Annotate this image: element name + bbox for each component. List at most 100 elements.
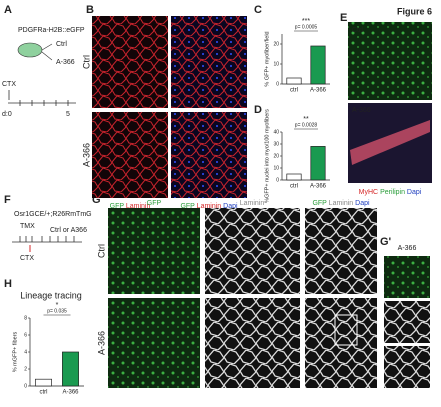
bar [35, 378, 52, 387]
inset-box [334, 314, 358, 346]
micrograph [305, 208, 377, 294]
row-label: A-366 [81, 143, 91, 167]
row-label: Ctrl [352, 27, 363, 34]
injury: CTX [2, 81, 16, 88]
legend-word: Laminin [126, 203, 151, 210]
bar [310, 45, 326, 85]
row-label: Ctrl [81, 55, 91, 69]
micrograph [92, 16, 168, 108]
y-axis-label: %GFP+ nuclei into myo/100 myofibers [264, 109, 270, 203]
y-tick-label: 0 [276, 177, 279, 183]
panel-letter: G' [380, 236, 392, 248]
bar [310, 146, 326, 181]
chart-title: Lineage tracing [20, 290, 82, 300]
y-tick-label: 2 [24, 366, 27, 372]
timeline-start: d:0 [2, 111, 12, 118]
column-headers: GFP Laminin GFP Laminin Dapi [147, 200, 370, 207]
legend-word: MyHC [359, 189, 378, 196]
legend: MyHC Perilipin Dapi [359, 189, 422, 196]
legend-word: GFP [312, 200, 327, 207]
x-tick-label: A-366 [62, 390, 79, 396]
micrograph [108, 298, 200, 388]
p-value: p= 0.0028 [295, 122, 318, 128]
y-axis-label: % mGFP+ fibers [12, 332, 18, 373]
genotype: Osr1GCE/+;R26RmTmG [14, 211, 92, 218]
row-label: Ctrl [96, 244, 106, 258]
panel-letter: F [4, 194, 11, 206]
arm: A-366 [56, 59, 75, 66]
inset-title: A-366 [398, 245, 417, 252]
y-tick-label: 4 [24, 349, 27, 355]
y-tick-label: 6 [24, 332, 27, 338]
p-value: p= 0.035 [47, 308, 67, 314]
legend-word: GFP [180, 203, 195, 210]
significance: * [56, 302, 59, 309]
micrograph [348, 22, 432, 100]
legend-word: Dapi [223, 203, 238, 210]
micrograph [384, 301, 430, 343]
legend-word: GFP [147, 200, 162, 207]
legend-word: Dapi [407, 189, 422, 196]
timeline [12, 236, 82, 243]
figure-label: Figure 6 [397, 6, 432, 16]
legend-word: GFP [110, 203, 125, 210]
micrograph [92, 112, 168, 198]
fiber [350, 120, 430, 165]
panel-letter: A [4, 4, 12, 16]
bar [62, 351, 79, 387]
y-tick-label: 0 [24, 383, 27, 389]
arrows [41, 43, 53, 61]
row-label: A-366 [352, 107, 371, 114]
legend-text: GFP Laminin Dapi [180, 203, 238, 210]
y-tick-label: 20 [273, 153, 279, 159]
y-tick-label: 10 [273, 165, 279, 171]
y-tick-label: 40 [273, 129, 279, 135]
timeline [8, 90, 76, 106]
y-tick-label: 20 [273, 41, 279, 47]
drug: TMX [20, 223, 35, 230]
arms: Ctrl or A366 [50, 227, 87, 234]
y-axis-label: % GFP+ myofiber/field [264, 31, 270, 86]
legend-text: Laminin [240, 200, 265, 207]
x-tick-label: A-366 [310, 184, 327, 190]
genotype: PDGFRa-H2B::eGFP [18, 27, 85, 34]
legend-text: MyHC Perilipin Dapi [359, 189, 422, 196]
legend: GFP Laminin [110, 203, 151, 210]
x-tick-label: ctrl [40, 390, 48, 396]
legend-word: Laminin [240, 200, 265, 207]
x-tick-label: A-366 [310, 88, 327, 94]
significance: *** [302, 18, 310, 25]
micrograph [305, 298, 377, 388]
micrograph [108, 208, 200, 294]
bar [286, 173, 302, 181]
mouse-icon [17, 42, 43, 58]
x-tick-label: ctrl [290, 88, 298, 94]
legend-text: GFP [147, 200, 162, 207]
legend-word: Laminin [197, 203, 222, 210]
panel-letter: G [92, 194, 101, 206]
legend-word: Perilipin [380, 189, 405, 196]
legend-word: Dapi [355, 200, 370, 207]
micrograph [171, 112, 247, 198]
significance: ** [303, 116, 309, 123]
legend: GFP Laminin Dapi [180, 203, 238, 210]
injury: CTX [20, 255, 34, 262]
y-tick-label: 0 [276, 81, 279, 87]
panel-letter: D [254, 104, 262, 116]
y-tick-label: 10 [273, 61, 279, 67]
panel-letter: C [254, 4, 262, 16]
micrograph [205, 298, 300, 388]
panel-letter: B [86, 4, 94, 16]
micrograph [205, 208, 300, 294]
y-tick-label: 8 [24, 315, 27, 321]
x-tick-label: ctrl [290, 184, 298, 190]
bar [286, 77, 302, 85]
timeline-end: 5 [66, 111, 70, 118]
p-value: p= 0.0005 [295, 24, 318, 30]
micrograph [171, 16, 247, 108]
micrograph [384, 256, 430, 298]
row-label: A-366 [96, 331, 106, 355]
legend-text: GFP Laminin [110, 203, 151, 210]
arm: Ctrl [56, 41, 67, 48]
y-tick-label: 30 [273, 141, 279, 147]
